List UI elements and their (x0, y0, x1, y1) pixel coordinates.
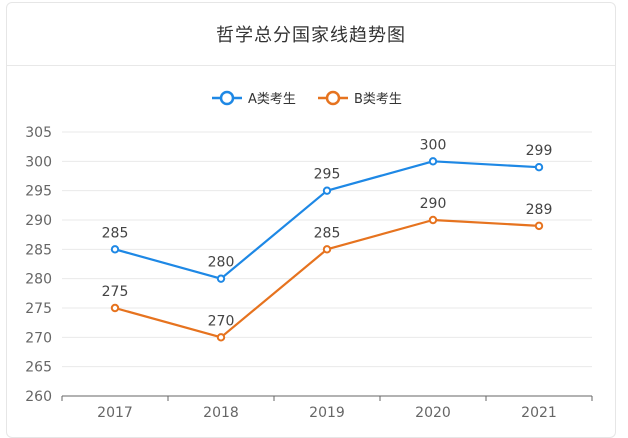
x-tick-label: 2017 (97, 405, 133, 421)
data-label: 280 (208, 255, 235, 271)
x-tick-label: 2018 (203, 405, 239, 421)
y-tick-label: 285 (25, 242, 52, 258)
y-tick-label: 275 (25, 301, 52, 317)
y-tick-label: 265 (25, 360, 52, 376)
data-label: 295 (314, 167, 341, 183)
data-point (110, 245, 120, 254)
data-label: 290 (420, 196, 447, 212)
data-point (428, 215, 438, 225)
y-tick-label: 300 (25, 154, 52, 170)
data-label: 270 (208, 313, 235, 329)
data-point (322, 245, 332, 254)
legend-label: A类考生 (248, 92, 296, 107)
data-point (216, 333, 226, 342)
chart-header: 哲学总分国家线趋势图 (7, 3, 615, 66)
data-point (534, 221, 544, 231)
legend-marker (325, 90, 341, 106)
chart-title: 哲学总分国家线趋势图 (216, 25, 406, 46)
data-label: 289 (526, 202, 553, 218)
data-point (216, 274, 226, 283)
data-label: 299 (526, 143, 553, 159)
data-point (322, 186, 332, 195)
data-point (110, 303, 120, 313)
x-tick-label: 2021 (521, 405, 557, 421)
data-label: 300 (420, 137, 447, 153)
y-tick-label: 290 (25, 213, 52, 229)
data-point (428, 157, 438, 166)
legend-label: B类考生 (354, 92, 402, 107)
y-tick-label: 280 (25, 272, 52, 288)
data-label: 285 (314, 225, 341, 241)
legend-marker (219, 90, 235, 106)
y-tick-label: 305 (25, 125, 52, 141)
y-tick-label: 270 (25, 330, 52, 346)
data-label: 285 (102, 225, 129, 241)
x-tick-label: 2019 (309, 405, 345, 421)
y-tick-label: 295 (25, 184, 52, 200)
x-tick-label: 2020 (415, 405, 451, 421)
data-point (534, 163, 544, 172)
y-tick-label: 260 (25, 389, 52, 405)
data-label: 275 (102, 284, 129, 300)
